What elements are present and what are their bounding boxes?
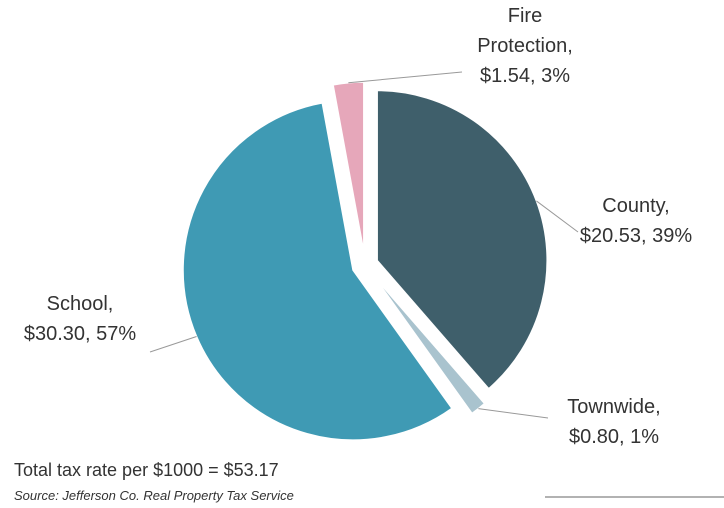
value-label: $30.30, 57%	[24, 323, 137, 345]
source-note: Source: Jefferson Co. Real Property Tax …	[14, 488, 294, 503]
value-label: $1.54, 3%	[480, 65, 570, 87]
slice-label: Townwide,	[567, 396, 660, 418]
total-note: Total tax rate per $1000 = $53.17	[14, 460, 279, 480]
leader-line	[478, 408, 549, 419]
pie-slice	[376, 89, 548, 390]
leader-line	[348, 71, 463, 84]
pie-slice	[182, 102, 453, 441]
slice-label: Fire Protection,	[477, 5, 573, 57]
value-label: $20.53, 39%	[580, 225, 693, 247]
leader-line	[149, 336, 197, 353]
leader-line	[536, 200, 579, 233]
slice-label: School,	[47, 293, 114, 315]
slice-label: County,	[602, 195, 669, 217]
value-label: $0.80, 1%	[569, 426, 659, 448]
pie-slice	[372, 274, 486, 415]
